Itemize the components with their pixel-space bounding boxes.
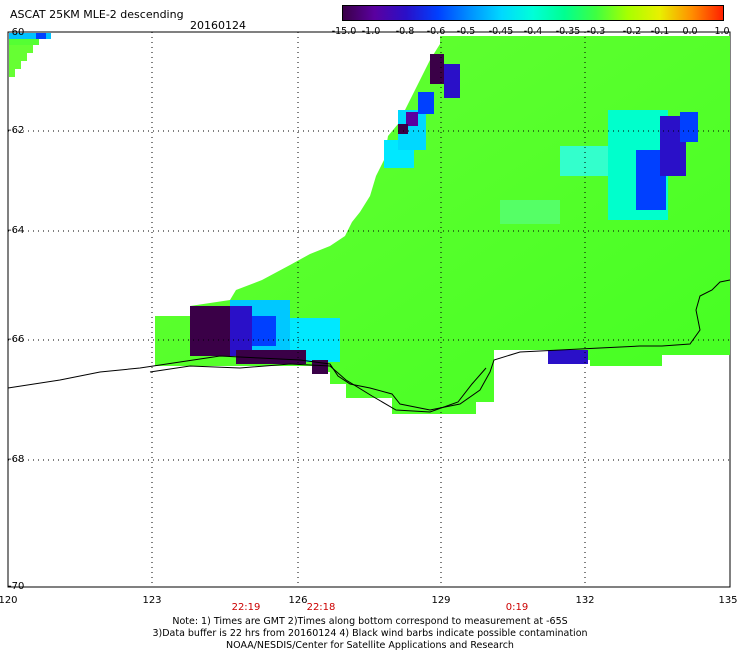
lon-label: 135	[718, 595, 738, 606]
note-line-1: Note: 1) Times are GMT 2)Times along bot…	[172, 616, 568, 627]
lat-label: -64	[8, 225, 25, 236]
time-label: 22:19	[231, 602, 261, 613]
map-title: ASCAT 25KM MLE-2 descending	[10, 8, 184, 21]
note-line-3: NOAA/NESDIS/Center for Satellite Applica…	[226, 640, 514, 651]
lon-label: 132	[575, 595, 595, 606]
lon-label: 120	[0, 595, 18, 606]
data-patch-corner	[9, 33, 51, 77]
lat-label: -68	[8, 454, 25, 465]
coastline	[7, 279, 731, 411]
low-value-regions	[190, 54, 698, 374]
lon-label: 126	[288, 595, 308, 606]
note-line-2: 3)Data buffer is 22 hrs from 20160124 4)…	[152, 628, 588, 639]
coastline-inner	[149, 363, 487, 413]
time-label: 0:19	[505, 602, 529, 613]
grid	[8, 32, 730, 587]
colorbar	[342, 5, 724, 21]
lat-label: -60	[8, 27, 25, 38]
lat-label: -70	[8, 581, 25, 592]
time-label: 22:18	[306, 602, 336, 613]
lon-label: 129	[431, 595, 451, 606]
map-date: 20160124	[190, 19, 246, 32]
lat-label: -62	[8, 125, 25, 136]
lat-label: -66	[8, 334, 25, 345]
lon-label: 123	[142, 595, 162, 606]
